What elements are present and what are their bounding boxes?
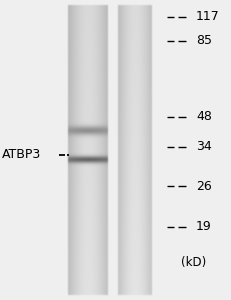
Text: (kD): (kD) (180, 256, 205, 269)
Text: 34: 34 (195, 140, 211, 154)
Text: 26: 26 (195, 179, 211, 193)
Text: 117: 117 (195, 10, 219, 23)
Text: ATBP3: ATBP3 (2, 148, 41, 161)
Text: 48: 48 (195, 110, 211, 124)
Text: 85: 85 (195, 34, 211, 47)
Text: 19: 19 (195, 220, 211, 233)
